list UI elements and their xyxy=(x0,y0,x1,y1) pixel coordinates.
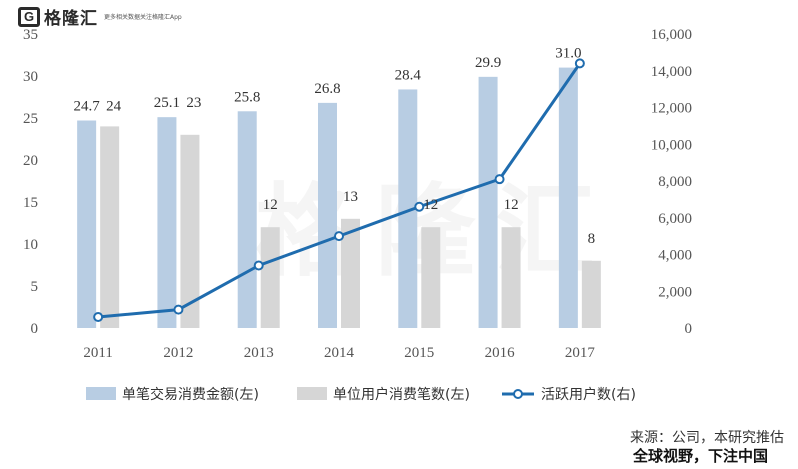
data-label-amount: 31.0 xyxy=(555,46,581,62)
data-label-count: 23 xyxy=(186,95,201,111)
y-right-tick-label: 12,000 xyxy=(651,101,692,117)
data-label-count: 24 xyxy=(106,99,122,115)
y-right-tick-label: 2,000 xyxy=(658,284,692,300)
data-label-amount: 24.7 xyxy=(74,99,101,115)
data-label-amount: 25.1 xyxy=(154,95,180,111)
y-left-tick-label: 35 xyxy=(23,27,38,43)
bar-count xyxy=(260,227,280,328)
y-left-tick-label: 10 xyxy=(23,237,38,253)
bar-amount xyxy=(558,67,578,328)
bar-count xyxy=(581,260,601,328)
logo-icon: G xyxy=(18,6,40,27)
legend-swatch-count xyxy=(297,387,327,400)
legend-marker-line xyxy=(513,389,523,399)
y-left-tick-label: 20 xyxy=(23,153,38,169)
bar-amount xyxy=(478,76,498,328)
y-right-tick-label: 6,000 xyxy=(658,211,692,227)
x-tick-label: 2012 xyxy=(163,345,193,361)
x-tick-label: 2013 xyxy=(244,345,274,361)
y-right-tick-label: 4,000 xyxy=(658,248,692,264)
line-point xyxy=(334,231,344,242)
data-label-count: 12 xyxy=(263,197,278,213)
legend-label-amount: 单笔交易消费金额(左) xyxy=(122,386,259,403)
bar-count xyxy=(341,218,360,328)
legend-label-count: 单位用户消费笔数(左) xyxy=(333,386,470,403)
bar-amount xyxy=(318,102,337,328)
bar-amount xyxy=(237,111,257,328)
y-left-tick-label: 0 xyxy=(31,321,39,337)
y-right-tick-label: 0 xyxy=(685,321,693,337)
bar-count xyxy=(180,134,200,328)
bar-count xyxy=(100,126,120,329)
data-label-amount: 28.4 xyxy=(395,67,422,83)
caption: 全球视野，下注中国 xyxy=(632,447,768,465)
y-left-tick-label: 15 xyxy=(23,195,38,211)
legend-label-line: 活跃用户数(右) xyxy=(541,386,636,403)
data-label-amount: 26.8 xyxy=(314,81,340,97)
data-label-count: 12 xyxy=(423,197,438,213)
legend-swatch-amount xyxy=(86,387,116,400)
x-tick-label: 2011 xyxy=(83,345,112,361)
line-point xyxy=(574,58,585,69)
data-label-count: 8 xyxy=(588,231,596,247)
data-label-amount: 29.9 xyxy=(475,55,501,71)
brand-tagline: 更多相关数据关注格隆汇App xyxy=(104,14,182,21)
x-tick-label: 2014 xyxy=(324,345,355,361)
y-right-tick-label: 10,000 xyxy=(651,137,692,153)
x-tick-label: 2016 xyxy=(485,345,516,361)
line-point xyxy=(414,201,425,212)
y-left-tick-label: 5 xyxy=(31,279,39,295)
data-label-amount: 25.8 xyxy=(234,89,260,105)
bar-amount xyxy=(77,120,97,329)
line-point xyxy=(494,174,505,185)
x-tick-label: 2015 xyxy=(404,345,434,361)
brand-logo: G 格隆汇 更多相关数据关注格隆汇App xyxy=(18,4,182,29)
line-point xyxy=(173,304,184,315)
y-left-tick-label: 25 xyxy=(23,111,38,127)
bar-count xyxy=(421,227,441,328)
y-right-tick-label: 14,000 xyxy=(651,64,692,80)
source-note: 来源：公司，本研究推估 xyxy=(630,431,784,446)
bar-amount xyxy=(157,117,177,328)
bar-count xyxy=(501,227,521,328)
data-label-count: 12 xyxy=(504,197,519,213)
bar-amount xyxy=(398,89,418,328)
y-right-tick-label: 8,000 xyxy=(658,174,692,190)
line-point xyxy=(253,260,264,271)
data-label-count: 13 xyxy=(343,189,358,205)
x-tick-label: 2017 xyxy=(565,345,596,361)
brand-name: 格隆汇 xyxy=(44,9,98,29)
y-left-tick-label: 30 xyxy=(23,69,38,85)
line-point xyxy=(93,311,104,322)
y-right-tick-label: 16,000 xyxy=(651,27,692,43)
